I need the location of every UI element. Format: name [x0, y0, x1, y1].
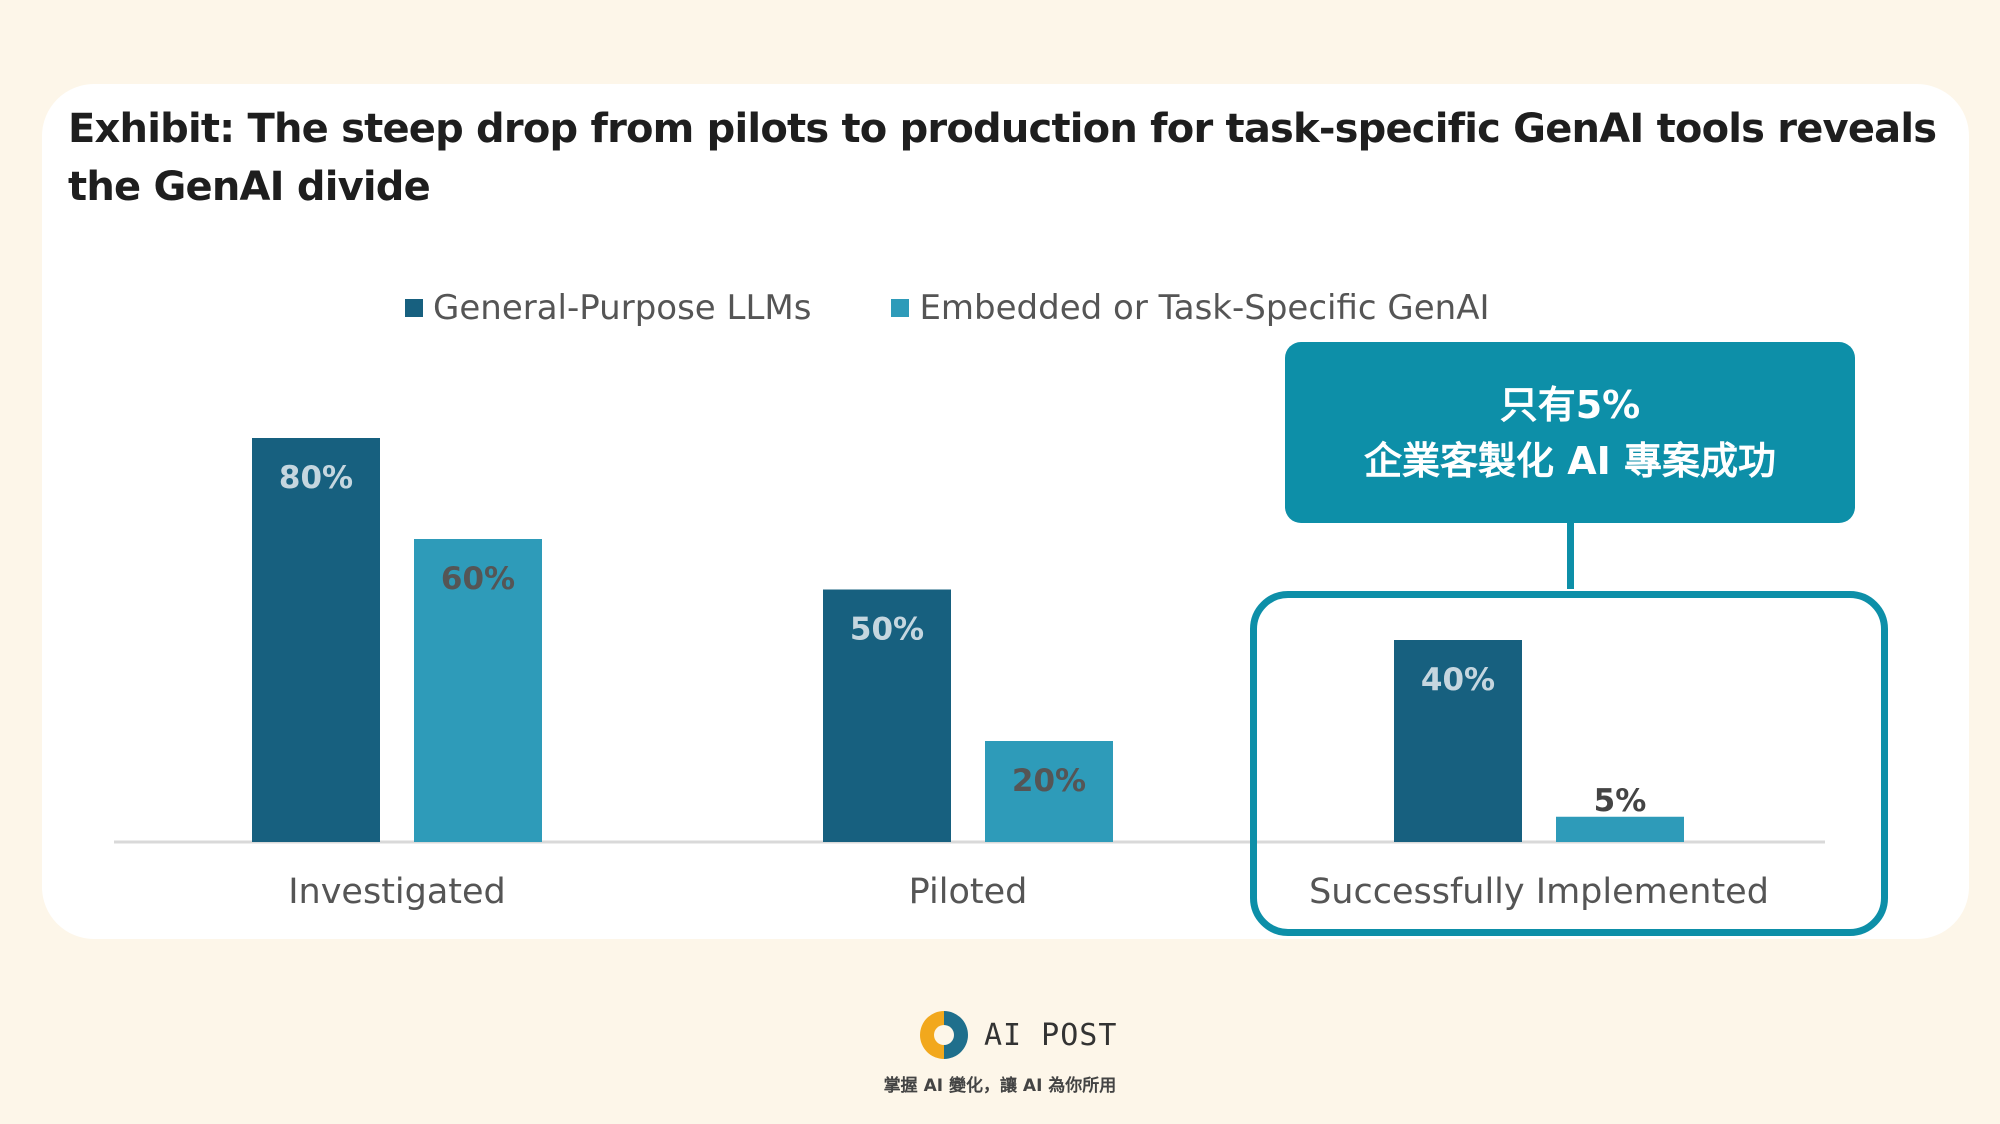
highlight-frame — [1250, 591, 1888, 936]
legend-label-embedded: Embedded or Task-Specific GenAI — [919, 288, 1490, 328]
brand-name: AI POST — [984, 1017, 1118, 1053]
bar-general-2 — [823, 589, 951, 842]
callout-line1: 只有5% — [1499, 382, 1641, 427]
callout-connector — [1567, 523, 1574, 589]
footer: AI POST 掌握 AI 變化，讓 AI 為你所用 — [0, 1008, 2000, 1108]
data-label-general-1: 80% — [279, 460, 353, 496]
x-tick-label-1: Investigated — [288, 872, 506, 912]
bar-embedded-1 — [414, 539, 542, 842]
data-label-embedded-1: 60% — [441, 561, 515, 597]
legend-item-embedded: Embedded or Task-Specific GenAI — [891, 288, 1490, 328]
legend: General-Purpose LLMs Embedded or Task-Sp… — [405, 283, 1570, 333]
legend-swatch-general — [405, 299, 423, 317]
data-label-general-3: 40% — [1421, 662, 1495, 698]
bar-embedded-2 — [985, 741, 1113, 842]
legend-label-general: General-Purpose LLMs — [433, 288, 812, 328]
legend-item-general: General-Purpose LLMs — [405, 288, 811, 328]
data-label-embedded-2: 20% — [1012, 763, 1086, 799]
bar-embedded-3 — [1556, 816, 1684, 842]
data-label-embedded-3: 5% — [1594, 783, 1647, 819]
brand-logo-icon — [920, 1011, 968, 1059]
legend-swatch-embedded — [891, 299, 910, 317]
bar-general-1 — [252, 438, 380, 842]
chart-title: Exhibit: The steep drop from pilots to p… — [68, 106, 1937, 210]
x-tick-label-3: Successfully Implemented — [1309, 872, 1769, 912]
data-label-general-2: 50% — [850, 612, 924, 648]
x-tick-label-2: Piloted — [909, 872, 1028, 912]
brand-logo: AI POST — [920, 1008, 1117, 1062]
callout-line2: 企業客製化 AI 專案成功 — [1363, 438, 1776, 483]
callout-box: 只有5% 企業客製化 AI 專案成功 — [1285, 342, 1855, 523]
brand-tagline: 掌握 AI 變化，讓 AI 為你所用 — [883, 1076, 1117, 1096]
bar-general-3 — [1394, 640, 1522, 842]
